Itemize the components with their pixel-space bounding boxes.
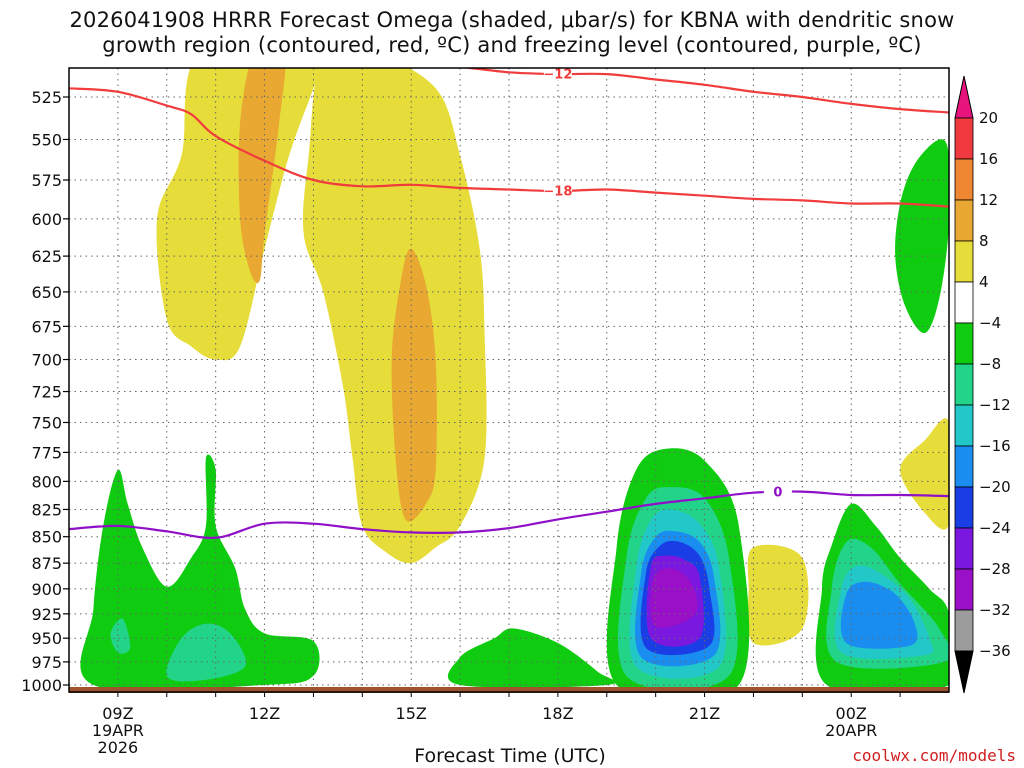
colorbar-swatch-4: [954, 281, 974, 324]
y-tick-label-675: 675: [31, 317, 62, 336]
y-tick-label-950: 950: [31, 629, 62, 648]
colorbar-swatch-2: [954, 199, 974, 242]
orange-updraft-15z: [391, 248, 437, 522]
colorbar-label-2: 12: [979, 191, 998, 209]
colorbar-label-11: −28: [979, 560, 1011, 578]
colorbar-swatch-0: [954, 117, 974, 160]
y-tick-label-575: 575: [31, 171, 62, 190]
omega-shaded-regions: [80, 68, 949, 692]
dgz-minus-18-line: [69, 87, 949, 208]
omega-colorbar: 20 16 12 8 4 −4 −8 −12 −16 −20 −24 −28 −32 −36: [954, 75, 1011, 694]
colorbar-bottom-arrow: [954, 650, 974, 694]
y-tick-label-650: 650: [31, 283, 62, 302]
yellow-updraft-15z: [302, 68, 487, 564]
site-credit: coolwx.com/models: [852, 746, 1016, 765]
x-tick-label-21Z: 21Z: [689, 704, 720, 723]
dgz-minus-18-label-bg: [543, 183, 572, 198]
colorbar-swatch-5: [954, 322, 974, 365]
colorbar-swatch-12: [954, 609, 974, 652]
x-tick-label-18Z: 18Z: [542, 704, 573, 723]
time-axis: 09Z 19APR 2026 12Z 15Z 18Z 21Z 00Z 20APR: [92, 692, 901, 757]
freezing-level-label-bg: [763, 484, 792, 499]
colorbar-swatch-9: [954, 486, 974, 529]
y-tick-label-925: 925: [31, 605, 62, 624]
y-tick-label-725: 725: [31, 383, 62, 402]
orange-updraft-12z: [238, 68, 286, 284]
y-tick-label-800: 800: [31, 472, 62, 491]
y-tick-label-625: 625: [31, 247, 62, 266]
colorbar-label-6: −8: [979, 355, 1001, 373]
colorbar-swatch-3: [954, 240, 974, 283]
teal-downdraft-sw: [166, 623, 247, 682]
dgz-minus-12-label-bg: [543, 68, 572, 81]
blue-downdraft-00z: [840, 581, 918, 649]
y-tick-label-550: 550: [31, 130, 62, 149]
x-tick-label-09Z: 09Z 19APR 2026: [92, 704, 144, 757]
y-tick-label-750: 750: [31, 413, 62, 432]
colorbar-label-10: −24: [979, 519, 1011, 537]
y-tick-label-975: 975: [31, 653, 62, 672]
x-tick-label-00Z: 00Z 20APR: [825, 704, 877, 740]
teal-downdraft-sw2: [110, 618, 131, 654]
grid-lines: [69, 68, 949, 692]
temperature-contours: −18 −12 0: [69, 68, 949, 540]
yellow-updraft-22z: [747, 544, 809, 646]
freezing-level-label: 0: [773, 486, 782, 501]
y-tick-label-900: 900: [31, 580, 62, 599]
dgz-minus-12-line: [458, 68, 949, 114]
y-tick-label-700: 700: [31, 351, 62, 370]
colorbar-swatch-8: [954, 445, 974, 488]
colorbar-label-3: 8: [979, 232, 989, 250]
colorbar-label-12: −32: [979, 601, 1011, 619]
colorbar-label-13: −36: [979, 642, 1011, 660]
y-tick-label-1000: 1000: [21, 676, 62, 695]
colorbar-swatch-1: [954, 158, 974, 201]
colorbar-swatch-6: [954, 363, 974, 406]
colorbar-swatch-10: [954, 527, 974, 570]
y-tick-label-525: 525: [31, 88, 62, 107]
yellow-updraft-edge: [900, 418, 949, 530]
y-tick-label-600: 600: [31, 210, 62, 229]
magenta-downdraft-20z: [650, 568, 698, 628]
colorbar-label-1: 16: [979, 150, 998, 168]
y-tick-label-775: 775: [31, 443, 62, 462]
green-downdraft-sw: [80, 454, 320, 691]
chart-title-line-1: 2026041908 HRRR Forecast Omega (shaded, …: [69, 8, 955, 32]
colorbar-top-arrow: [954, 75, 974, 119]
pressure-axis: 525 550 575 600 625 650 675 700 725 750 775 800 825 8…: [21, 88, 69, 695]
green-downdraft-17z: [447, 628, 617, 688]
dgz-minus-12-label: −12: [543, 68, 572, 83]
colorbar-label-8: −16: [979, 437, 1011, 455]
chart-title-line-2: growth region (contoured, red, ºC) and f…: [102, 33, 922, 57]
colorbar-swatch-7: [954, 404, 974, 447]
green-downdraft-ne: [895, 139, 949, 334]
colorbar-label-9: −20: [979, 478, 1011, 496]
y-tick-label-825: 825: [31, 500, 62, 519]
colorbar-label-0: 20: [979, 109, 998, 127]
dgz-minus-18-label: −18: [543, 185, 572, 200]
colorbar-label-7: −12: [979, 396, 1011, 414]
x-axis-title: Forecast Time (UTC): [414, 745, 606, 767]
y-tick-label-850: 850: [31, 528, 62, 547]
y-tick-label-875: 875: [31, 554, 62, 573]
x-tick-label-15Z: 15Z: [396, 704, 427, 723]
colorbar-swatch-11: [954, 568, 974, 611]
x-tick-label-12Z: 12Z: [249, 704, 280, 723]
colorbar-label-5: −4: [979, 314, 1001, 332]
colorbar-label-4: 4: [979, 273, 989, 291]
freezing-level-line: [69, 490, 949, 540]
